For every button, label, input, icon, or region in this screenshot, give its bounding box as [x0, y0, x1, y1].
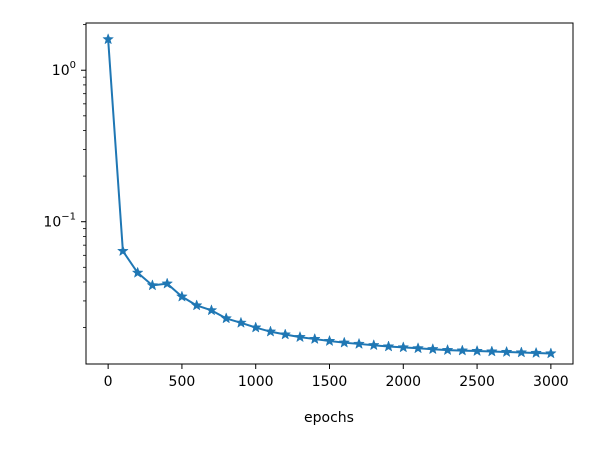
data-point [220, 312, 233, 324]
data-point [279, 328, 292, 340]
x-tick-label: 2000 [385, 374, 421, 390]
plot-layer [102, 33, 557, 359]
data-point [397, 341, 410, 353]
data-point [338, 336, 351, 348]
x-tick-label: 500 [169, 374, 196, 390]
data-point [308, 332, 321, 345]
x-tick-label: 0 [104, 374, 113, 390]
y-tick-label: 10−1 [43, 212, 76, 231]
data-point [456, 344, 469, 356]
data-point [367, 339, 380, 351]
data-point [544, 347, 557, 359]
data-point [515, 346, 528, 358]
data-point [146, 279, 159, 291]
data-point [116, 244, 129, 257]
x-tick-label: 2500 [459, 374, 495, 390]
data-point [485, 345, 498, 357]
data-point [353, 337, 365, 349]
data-point [500, 345, 513, 358]
data-point [294, 330, 306, 343]
data-point [441, 343, 454, 356]
x-tick-label: 3000 [533, 374, 569, 390]
x-axis-label: epochs [304, 410, 354, 426]
data-point [264, 325, 277, 337]
data-point [530, 346, 543, 359]
data-point [205, 304, 218, 316]
x-tick-label: 1500 [312, 374, 348, 390]
axes-layer: 0 500 1000 1500 2000 2500 3000 100 10−1 [43, 22, 574, 390]
data-point [131, 266, 144, 278]
data-point [426, 342, 439, 355]
data-point [102, 33, 115, 45]
data-point [323, 334, 336, 347]
x-tick-label: 1000 [238, 374, 274, 390]
data-point [235, 316, 247, 328]
data-point [382, 340, 395, 352]
data-point [176, 290, 188, 302]
data-point [249, 321, 262, 333]
data-point [471, 344, 483, 357]
data-point [412, 342, 424, 354]
data-point [190, 299, 203, 311]
y-tick-label: 100 [52, 60, 76, 79]
data-point [161, 277, 174, 289]
